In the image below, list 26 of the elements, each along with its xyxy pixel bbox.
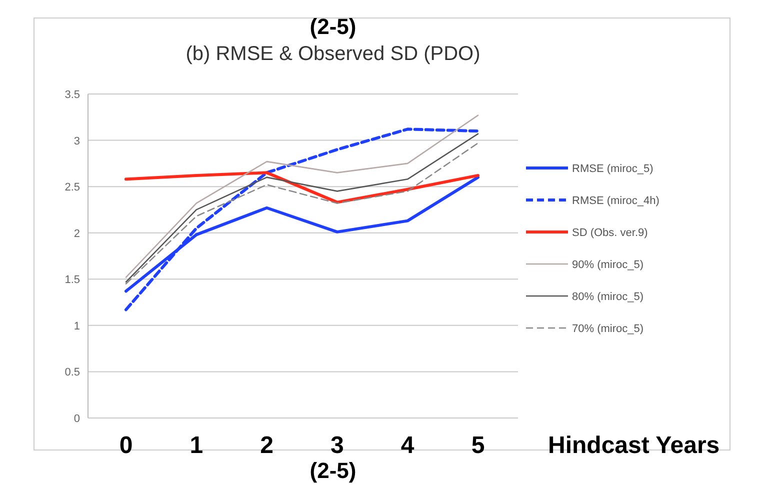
x-axis-title: Hindcast Years xyxy=(548,432,720,459)
x-tick-label: 2 xyxy=(260,432,274,459)
x-tick-label: 0 xyxy=(119,432,133,459)
y-tick-label: 1 xyxy=(74,320,80,332)
legend-label: RMSE (miroc_4h) xyxy=(572,195,660,207)
x-tick-label: 3 xyxy=(330,432,344,459)
text: (2-5) xyxy=(310,14,356,39)
legend-label: SD (Obs. ver.9) xyxy=(572,227,648,239)
text: (2-5) xyxy=(310,458,356,483)
y-tick-label: 2.5 xyxy=(64,182,80,194)
legend-label: 90% (miroc_5) xyxy=(572,259,644,271)
legend-label: RMSE (miroc_5) xyxy=(572,163,654,175)
x-tick-label: 4 xyxy=(400,432,415,459)
y-tick-label: 2 xyxy=(74,228,80,240)
line-series xyxy=(124,171,480,204)
y-tick-label: 3 xyxy=(74,135,80,148)
x-tick-label: 5 xyxy=(471,432,485,459)
y-tick-label: 3.5 xyxy=(64,89,80,101)
line-series xyxy=(124,128,480,312)
chart-title: (b) RMSE & Observed SD (PDO) xyxy=(186,43,480,65)
y-tick-label: 1.5 xyxy=(64,274,80,286)
y-tick-label: 0 xyxy=(74,413,80,425)
legend-label: 80% (miroc_5) xyxy=(572,291,644,303)
y-tick-label: 0.5 xyxy=(64,366,80,379)
x-tick-label: 1 xyxy=(190,432,204,459)
legend-label: 70% (miroc_5) xyxy=(572,323,644,335)
